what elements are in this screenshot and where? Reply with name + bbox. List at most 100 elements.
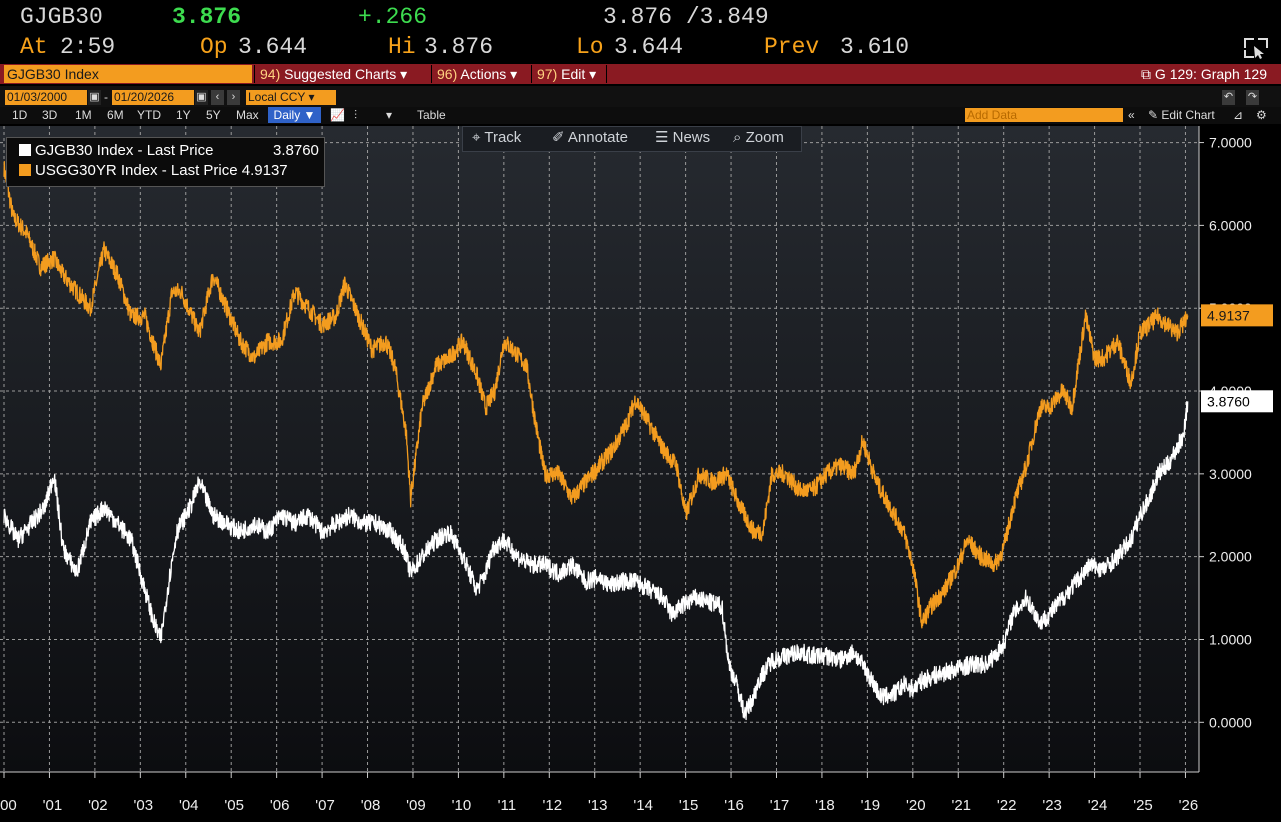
x-tick-label: '25 xyxy=(1133,797,1153,814)
period-1y[interactable]: 1Y xyxy=(176,108,191,122)
last-value-tag-1 xyxy=(1201,304,1273,327)
last-value-tag-0 xyxy=(1201,390,1273,413)
suggested-charts-menu[interactable]: 94) Suggested Charts ▾ xyxy=(260,66,408,82)
period-1m[interactable]: 1M xyxy=(75,108,92,122)
low-value: 3.644 xyxy=(614,34,684,60)
edit-chart-button[interactable]: ✎ Edit Chart xyxy=(1148,108,1215,122)
calendar-end-icon[interactable]: ▣ xyxy=(195,90,208,105)
graph-label[interactable]: ⧉ G 129: Graph 129 xyxy=(1141,66,1267,82)
line-chart-icon[interactable]: 📈 xyxy=(330,108,345,122)
high-value: 3.876 xyxy=(424,34,494,60)
x-tick-label: '23 xyxy=(1042,797,1062,814)
legend-swatch-orange xyxy=(19,164,31,176)
legend-entry-gjgb30[interactable]: GJGB30 Index - Last Price 3.8760 xyxy=(19,142,319,160)
x-tick-label: '19 xyxy=(861,797,881,814)
y-tick-label: 6.0000 xyxy=(1209,217,1252,233)
end-date-field[interactable]: 01/20/2026 xyxy=(112,90,194,105)
x-tick-label: '01 xyxy=(43,797,63,814)
menu-bar xyxy=(0,64,1281,84)
y-tick-label: 7.0000 xyxy=(1209,135,1252,151)
x-tick-label: '21 xyxy=(951,797,971,814)
frequency-select[interactable]: Daily ▼ xyxy=(268,107,321,123)
currency-select[interactable]: Local CCY ▾ xyxy=(246,90,336,105)
x-tick-label: '13 xyxy=(588,797,608,814)
popout-icon[interactable]: ⧉ xyxy=(1141,66,1152,82)
time-value: 2:59 xyxy=(60,34,116,60)
x-tick-label: '12 xyxy=(543,797,563,814)
period-6m[interactable]: 6M xyxy=(107,108,124,122)
period-max[interactable]: Max xyxy=(236,108,259,122)
last-price: 3.876 xyxy=(172,4,242,30)
x-tick-label: '10 xyxy=(452,797,472,814)
add-data-input[interactable]: Add Data xyxy=(965,108,1123,122)
prev-period-button[interactable]: ‹ xyxy=(211,90,224,105)
high-label: Hi xyxy=(388,34,416,60)
last-value-label-0: 3.8760 xyxy=(1207,393,1250,409)
x-tick-label: '02 xyxy=(88,797,108,814)
actions-menu[interactable]: 96) Actions ▾ xyxy=(437,66,518,82)
open-label: Op xyxy=(200,34,228,60)
x-tick-label: '20 xyxy=(906,797,926,814)
period-ytd[interactable]: YTD xyxy=(137,108,161,122)
chart[interactable]: 0.00001.00002.00003.00004.00005.00006.00… xyxy=(0,126,1281,822)
y-tick-label: 0.0000 xyxy=(1209,714,1252,730)
news-icon: ☰ xyxy=(655,129,669,146)
x-tick-label: '04 xyxy=(179,797,199,814)
draw-icon[interactable]: ⊿ xyxy=(1233,108,1244,122)
undo-icon[interactable]: ↶ xyxy=(1222,90,1235,105)
start-date-field[interactable]: 01/03/2000 xyxy=(5,90,87,105)
x-tick-label: '03 xyxy=(134,797,154,814)
plot-area xyxy=(0,126,1199,772)
bid-ask: 3.876 /3.849 xyxy=(603,4,769,30)
period-1d[interactable]: 1D xyxy=(12,108,28,122)
period-5y[interactable]: 5Y xyxy=(206,108,221,122)
y-tick-label: 1.0000 xyxy=(1209,631,1252,647)
table-button[interactable]: Table xyxy=(417,108,446,122)
x-tick-label: '11 xyxy=(498,797,516,814)
annotate-button[interactable]: ✐ Annotate xyxy=(552,129,628,146)
quote-header: GJGB30 3.876 +.266 3.876 /3.849 At 2:59 … xyxy=(0,0,1281,62)
time-label: At xyxy=(20,34,48,60)
redo-icon[interactable]: ↷ xyxy=(1246,90,1259,105)
security-field[interactable]: GJGB30 Index xyxy=(4,65,252,83)
style-dropdown-icon[interactable]: ▾ xyxy=(386,108,393,122)
zoom-button[interactable]: ⌕ Zoom xyxy=(733,129,784,146)
y-tick-label: 3.0000 xyxy=(1209,466,1252,482)
net-change: +.266 xyxy=(358,4,428,30)
x-tick-label: '18 xyxy=(815,797,835,814)
x-tick-label: '24 xyxy=(1088,797,1108,814)
snapshot-icon[interactable] xyxy=(1242,36,1270,60)
chart-toolbar xyxy=(462,126,802,152)
series-line-1 xyxy=(3,161,1189,629)
x-tick-label: '06 xyxy=(270,797,290,814)
x-tick-label: '07 xyxy=(315,797,335,814)
x-tick-label: '22 xyxy=(997,797,1017,814)
period-3d[interactable]: 3D xyxy=(42,108,58,122)
x-axis-area xyxy=(0,772,1281,822)
track-button[interactable]: ⌖ Track xyxy=(472,129,522,146)
low-label: Lo xyxy=(576,34,604,60)
bar-style-icon[interactable]: ⫶ xyxy=(354,108,358,122)
pen-icon: ✐ xyxy=(552,129,565,146)
edit-menu[interactable]: 97) Edit ▾ xyxy=(537,66,597,82)
x-tick-label: '16 xyxy=(724,797,744,814)
crosshair-icon: ⌖ xyxy=(472,129,481,146)
x-tick-label: '09 xyxy=(406,797,426,814)
gear-icon[interactable]: ⚙ xyxy=(1256,108,1267,122)
x-tick-label: '15 xyxy=(679,797,699,814)
last-value-label-1: 4.9137 xyxy=(1207,307,1250,323)
collapse-icon[interactable]: « xyxy=(1128,108,1135,122)
next-period-button[interactable]: › xyxy=(227,90,240,105)
legend-entry-usgg30yr[interactable]: USGG30YR Index - Last Price 4.9137 xyxy=(19,162,288,180)
news-button[interactable]: ☰ News xyxy=(655,129,711,146)
open-value: 3.644 xyxy=(238,34,308,60)
pencil-icon: ✎ xyxy=(1148,108,1159,122)
ticker-symbol: GJGB30 xyxy=(20,4,103,30)
calendar-start-icon[interactable]: ▣ xyxy=(88,90,101,105)
prev-value: 3.610 xyxy=(840,34,910,60)
x-tick-label: '08 xyxy=(361,797,381,814)
chart-legend: GJGB30 Index - Last Price 3.8760 USGG30YR… xyxy=(6,137,325,187)
x-tick-label: '26 xyxy=(1179,797,1199,814)
x-tick-label: '17 xyxy=(770,797,790,814)
x-tick-label: '05 xyxy=(224,797,244,814)
